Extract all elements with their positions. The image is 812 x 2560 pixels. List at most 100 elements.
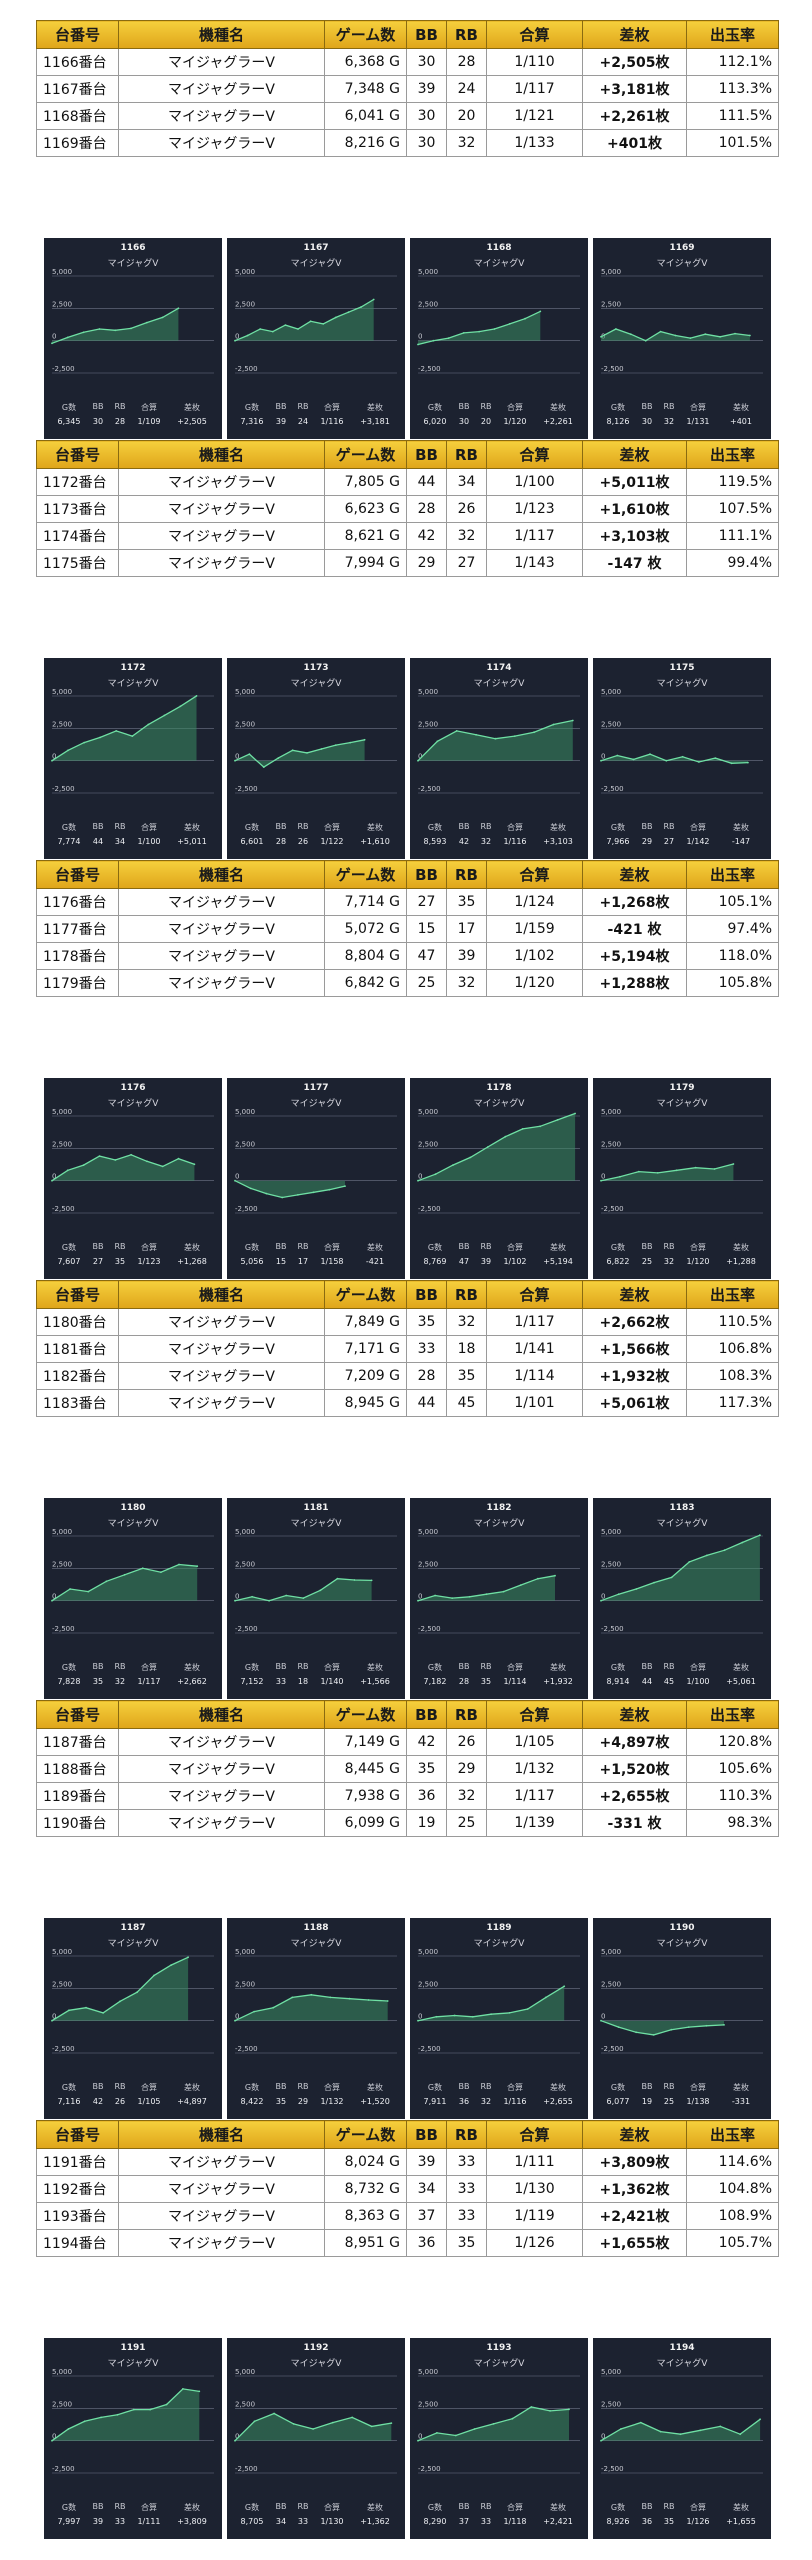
machine-graph-card[interactable]: 1172 マイジャグV 5,000 2,500 0 -2,500 G数 7,774 BB 44 RB… [44, 658, 222, 859]
machine-graph-card[interactable]: 1166 マイジャグV 5,000 2,500 0 -2,500 G数 6,345 BB 30 RB… [44, 238, 222, 439]
y-tick-label: 5,000 [52, 2368, 72, 2376]
stat-label-rb: RB [663, 1662, 675, 1671]
stat-label-combined: 合算 [324, 1663, 340, 1672]
series-area [601, 2020, 724, 2035]
stat-label-combined: 合算 [690, 403, 706, 412]
series-point [198, 2390, 201, 2393]
machine-graph-card[interactable]: 1194 マイジャグV 5,000 2,500 0 -2,500 G数 8,926 BB 36 RB… [593, 2338, 771, 2539]
column-header-combined: 合算 [486, 1700, 583, 1729]
graph-machine-name: マイジャグV [290, 2359, 342, 2369]
series-point [187, 1956, 190, 1959]
machine-graph-card[interactable]: 1177 マイジャグV 5,000 2,500 0 -2,500 G数 5,056 BB 15 RB… [227, 1078, 405, 1279]
machine-graph-card[interactable]: 1180 マイジャグV 5,000 2,500 0 -2,500 G数 7,828 BB 35 RB… [44, 1498, 222, 1699]
machine-graph-card[interactable]: 1169マイジャグV5,0002,5000-2,500G数8,126BB30RB… [593, 238, 771, 439]
cell-diff: +3,181枚 [582, 75, 687, 103]
machine-graph-card[interactable]: 1192 マイジャグV 5,000 2,500 0 -2,500 G数 8,705 BB 34 RB… [227, 2338, 405, 2539]
cell-rate: 110.5% [686, 1308, 779, 1336]
y-tick-label: 5,000 [418, 2368, 438, 2376]
series-point [98, 328, 101, 330]
cell-diff: +1,610枚 [582, 495, 687, 523]
series-point [149, 2408, 152, 2411]
difference-line-chart: 5,000 2,500 0 -2,500 [51, 2368, 214, 2474]
series-point [620, 2428, 622, 2430]
y-tick-label: 2,500 [601, 720, 621, 728]
cell-bb: 34 [406, 2175, 447, 2203]
y-tick-label: 0 [52, 753, 56, 761]
machine-graph-card[interactable]: 1176 マイジャグV 5,000 2,500 0 -2,500 G数 7,607 BB 27 RB… [44, 1078, 222, 1279]
machine-graph-card[interactable]: 1188 マイジャグV 5,000 2,500 0 -2,500 G数 8,422 BB 35 RB… [227, 1918, 405, 2119]
machine-graph-card[interactable]: 1189 マイジャグV 5,000 2,500 0 -2,500 G数 7,911 BB 36 RB… [410, 1918, 588, 2119]
series-point [659, 330, 662, 333]
difference-line-chart: 5,000 2,500 0 -2,500 [51, 1108, 214, 1214]
graph-grid: 1166 マイジャグV 5,000 2,500 0 -2,500 G数 6,345 BB 30 RB… [44, 238, 771, 439]
machine-graph-card[interactable]: 1175 マイジャグV 5,000 2,500 0 -2,500 G数 7,966 BB 29 RB… [593, 658, 771, 859]
stat-value-games: 8,769 [423, 1257, 447, 1266]
machine-graph-card[interactable]: 1168 マイジャグV 5,000 2,500 0 -2,500 G数 6,020 BB 30 RB… [410, 238, 588, 439]
series-point [331, 2421, 334, 2424]
series-line [234, 739, 365, 768]
cell-rb: 29 [446, 1755, 487, 1783]
series-point [435, 2015, 438, 2018]
machine-graph-card[interactable]: 1173 マイジャグV 5,000 2,500 0 -2,500 G数 6,601 BB 28 RB… [227, 658, 405, 859]
table-row: 1187番台 マイジャグラーV 7,149 G 42 26 1/105 +4,897枚 120… [36, 1728, 779, 1756]
machine-graph-card[interactable]: 1183 マイジャグV 5,000 2,500 0 -2,500 G数 8,914 BB 44 RB… [593, 1498, 771, 1699]
machine-graph-card[interactable]: 1167 マイジャグV 5,000 2,500 0 -2,500 G数 7,316 BB 39 RB… [227, 238, 405, 439]
stat-value-rb: 45 [663, 1677, 675, 1686]
machine-graph-card[interactable]: 1174 マイジャグV 5,000 2,500 0 -2,500 G数 8,593 BB 42 RB… [410, 658, 588, 859]
series-point [249, 1187, 252, 1190]
stat-value-rb: 34 [114, 837, 126, 846]
cell-name: マイジャグラーV [118, 2229, 325, 2257]
y-tick-label: 5,000 [235, 268, 255, 276]
stat-label-rb: RB [297, 822, 309, 831]
stat-label-diff: 差枚 [733, 403, 749, 412]
stat-value-combined: 1/120 [686, 1257, 710, 1266]
stat-label-bb: BB [275, 2082, 287, 2091]
cell-games: 8,216 G [324, 129, 407, 157]
difference-line-chart: 5,000 2,500 0 -2,500 [600, 2368, 763, 2474]
cell-rb: 32 [446, 1782, 487, 1810]
series-point [195, 695, 198, 697]
series-point [653, 1581, 655, 1584]
stat-value-bb: 44 [92, 837, 104, 846]
y-tick-label: 5,000 [418, 268, 438, 276]
series-point [649, 753, 651, 756]
series-point [475, 733, 477, 736]
stat-label-rb: RB [663, 822, 675, 831]
cell-rate: 114.6% [686, 2148, 779, 2176]
y-tick-label: 2,500 [418, 300, 438, 308]
stat-label-bb: BB [92, 402, 104, 411]
machine-graph-card[interactable]: 1190 マイジャグV 5,000 2,500 0 -2,500 G数 6,077 BB 19 RB… [593, 1918, 771, 2119]
stat-value-diff: +3,103 [543, 837, 573, 846]
series-point [363, 738, 366, 741]
cell-id: 1189番台 [36, 1782, 119, 1810]
stat-label-bb: BB [458, 822, 470, 831]
machine-graph-card[interactable]: 1178 マイジャグV 5,000 2,500 0 -2,500 G数 8,769 BB 47 RB… [410, 1078, 588, 1279]
table-row: 1181番台 マイジャグラーV 7,171 G 33 18 1/141 +1,566枚 106… [36, 1335, 779, 1363]
difference-line-chart: 5,000 2,500 0 -2,500 [234, 1108, 397, 1214]
machine-graph-card[interactable]: 1193 マイジャグV 5,000 2,500 0 -2,500 G数 8,290 BB 37 RB… [410, 2338, 588, 2539]
graph-machine-number: 1174 [486, 663, 512, 673]
machine-graph-card[interactable]: 1191 マイジャグV 5,000 2,500 0 -2,500 G数 7,997 BB 39 RB… [44, 2338, 222, 2539]
cell-rate: 108.9% [686, 2202, 779, 2230]
stat-label-games: G数 [244, 1243, 260, 1252]
column-header-bb: BB [406, 1280, 447, 1309]
table-row: 1192番台 マイジャグラーV 8,732 G 34 33 1/130 +1,362枚 104… [36, 2175, 779, 2203]
column-header-bb: BB [406, 2120, 447, 2149]
machine-graph-card[interactable]: 1182 マイジャグV 5,000 2,500 0 -2,500 G数 7,182 BB 28 RB… [410, 1498, 588, 1699]
column-header-name: 機種名 [118, 2120, 325, 2149]
stat-label-diff: 差枚 [550, 403, 566, 412]
series-point [285, 1594, 288, 1597]
cell-games: 7,171 G [324, 1335, 407, 1363]
y-tick-label: -2,500 [418, 1625, 441, 1633]
series-point [165, 2403, 168, 2406]
series-point [552, 723, 555, 726]
y-tick-label: -2,500 [52, 2045, 75, 2053]
machine-graph-card[interactable]: 1181 マイジャグV 5,000 2,500 0 -2,500 G数 7,152 BB 33 RB… [227, 1498, 405, 1699]
machine-graph-card[interactable]: 1179 マイジャグV 5,000 2,500 0 -2,500 G数 6,822 BB 25 RB… [593, 1078, 771, 1279]
series-point [417, 2019, 419, 2022]
cell-bb: 36 [406, 2229, 447, 2257]
cell-games: 7,849 G [324, 1308, 407, 1336]
series-point [234, 339, 236, 342]
machine-graph-card[interactable]: 1187 マイジャグV 5,000 2,500 0 -2,500 G数 7,116 BB 42 RB… [44, 1918, 222, 2119]
stat-value-diff: +1,520 [360, 2097, 390, 2106]
